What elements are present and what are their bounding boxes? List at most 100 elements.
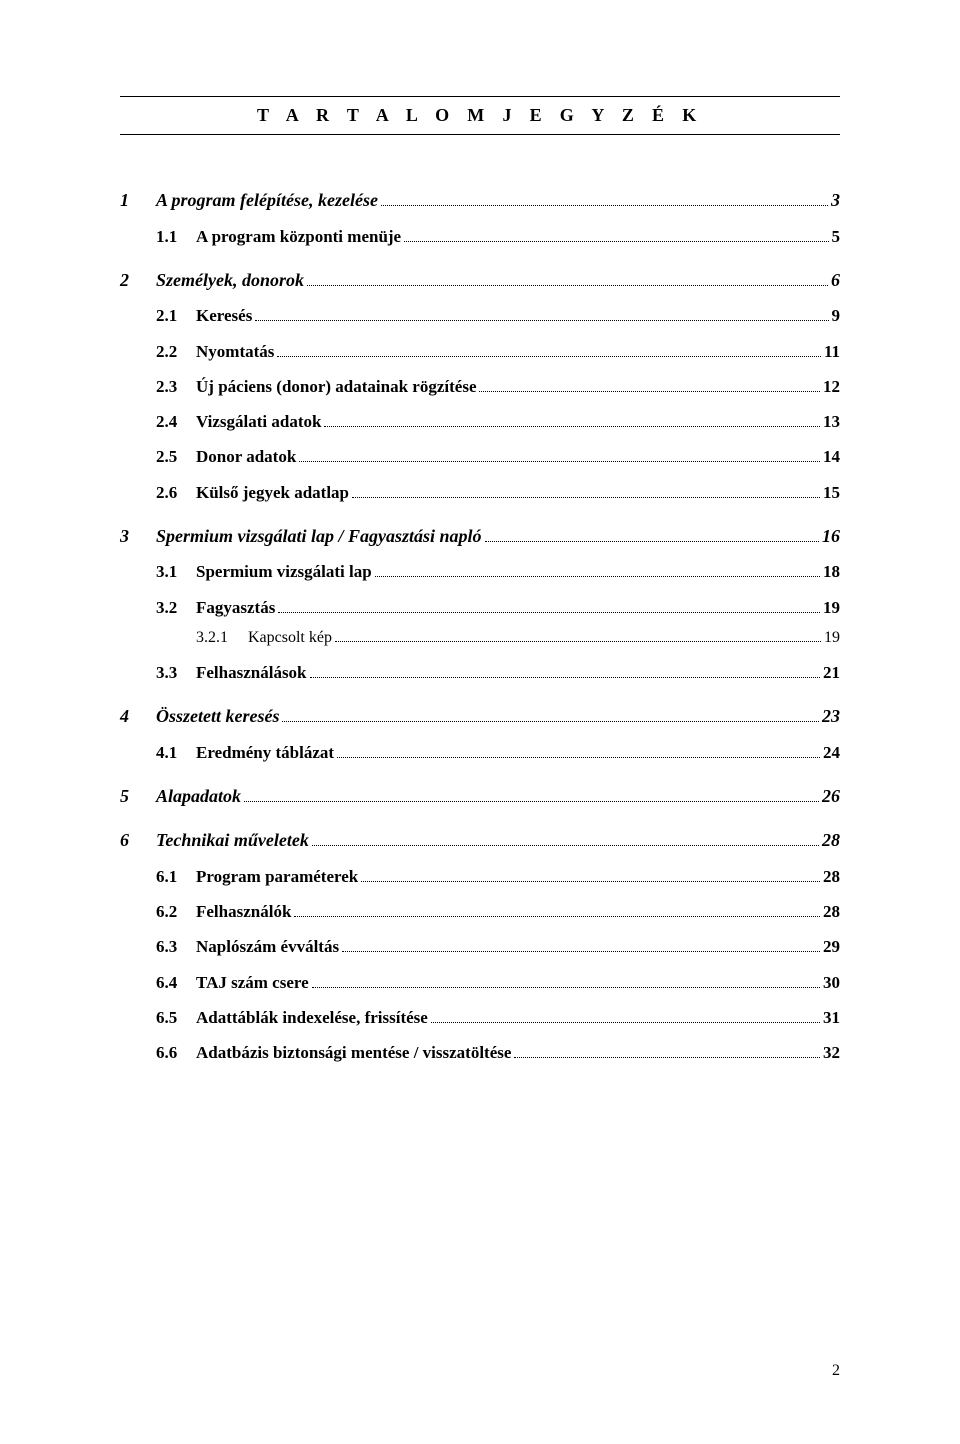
toc-entry-number: 3.2 <box>156 597 196 618</box>
toc-entry: 1A program felépítése, kezelése3 <box>120 189 840 212</box>
toc-entry-page: 24 <box>823 742 840 763</box>
toc-entry-label: Nyomtatás <box>196 341 274 362</box>
toc-entry-number: 4 <box>120 705 156 728</box>
toc-entry-label: Új páciens (donor) adatainak rögzítése <box>196 376 476 397</box>
toc-entry-label: Fagyasztás <box>196 597 275 618</box>
toc-leader-dots <box>277 343 821 357</box>
toc-entry: 4Összetett keresés23 <box>120 705 840 728</box>
toc-entry-number: 5 <box>120 785 156 808</box>
toc-entry-label: Program paraméterek <box>196 866 358 887</box>
toc-entry-page: 23 <box>822 705 840 728</box>
toc-entry-number: 3.1 <box>156 561 196 582</box>
toc-entry: 6.2Felhasználók28 <box>120 901 840 922</box>
toc-leader-dots <box>361 868 820 882</box>
toc-entry: 2.4Vizsgálati adatok 13 <box>120 411 840 432</box>
toc-entry-number: 1 <box>120 189 156 212</box>
toc-entry-number: 2.5 <box>156 446 196 467</box>
toc-entry-label: Felhasználók <box>196 901 291 922</box>
toc-entry-page: 13 <box>823 411 840 432</box>
toc-entry-label: Adatbázis biztonsági mentése / visszatöl… <box>196 1042 511 1063</box>
toc-entry-label: Spermium vizsgálati lap <box>196 561 372 582</box>
toc-entry-number: 1.1 <box>156 226 196 247</box>
toc-leader-dots <box>255 308 828 322</box>
toc-entry: 6.3Naplószám évváltás29 <box>120 936 840 957</box>
toc-entry-number: 2.6 <box>156 482 196 503</box>
toc-leader-dots <box>282 708 819 723</box>
toc-entry: 2.6Külső jegyek adatlap 15 <box>120 482 840 503</box>
toc-entry: 2.3Új páciens (donor) adatainak rögzítés… <box>120 376 840 397</box>
toc-leader-dots <box>352 484 820 498</box>
toc-entry-number: 2 <box>120 269 156 292</box>
toc-entry-number: 2.4 <box>156 411 196 432</box>
toc-leader-dots <box>342 939 820 953</box>
toc-leader-dots <box>278 599 820 613</box>
toc-entry-label: Naplószám évváltás <box>196 936 339 957</box>
toc-entry-number: 3 <box>120 525 156 548</box>
toc-entry-label: Felhasználások <box>196 662 307 683</box>
toc-leader-dots <box>335 629 821 642</box>
toc-entry-number: 2.2 <box>156 341 196 362</box>
toc-entry: 2.2Nyomtatás 11 <box>120 341 840 362</box>
toc-leader-dots <box>310 664 820 678</box>
toc-entry-page: 26 <box>822 785 840 808</box>
toc-entry-label: TAJ szám csere <box>196 972 309 993</box>
toc-leader-dots <box>375 564 820 578</box>
toc-entry-page: 30 <box>823 972 840 993</box>
toc-entry-label: Donor adatok <box>196 446 296 467</box>
toc-leader-dots <box>479 378 820 392</box>
toc-leader-dots <box>312 832 819 847</box>
page-title: T A R T A L O M J E G Y Z É K <box>120 103 840 128</box>
toc-entry: 2.1Keresés9 <box>120 305 840 326</box>
toc-entry-label: Eredmény táblázat <box>196 742 334 763</box>
toc-entry: 3Spermium vizsgálati lap / Fagyasztási n… <box>120 525 840 548</box>
toc-entry-label: Adattáblák indexelése, frissítése <box>196 1007 428 1028</box>
toc-entry-number: 4.1 <box>156 742 196 763</box>
toc-entry-page: 14 <box>823 446 840 467</box>
toc-entry-page: 28 <box>822 829 840 852</box>
toc-leader-dots <box>381 192 828 207</box>
header-rule-bottom <box>120 134 840 135</box>
toc-entry-number: 3.2.1 <box>196 628 248 648</box>
toc-entry-page: 5 <box>832 226 841 247</box>
toc-entry: 3.1Spermium vizsgálati lap18 <box>120 561 840 582</box>
toc-leader-dots <box>244 787 819 802</box>
toc-entry-label: Személyek, donorok <box>156 269 304 292</box>
toc-leader-dots <box>404 228 828 242</box>
toc-entry-label: Külső jegyek adatlap <box>196 482 349 503</box>
toc-entry-label: Spermium vizsgálati lap / Fagyasztási na… <box>156 525 482 548</box>
toc-entry: 3.3Felhasználások21 <box>120 662 840 683</box>
toc-entry-label: Vizsgálati adatok <box>196 411 321 432</box>
toc-entry: 2.5Donor adatok 14 <box>120 446 840 467</box>
toc-entry-page: 15 <box>823 482 840 503</box>
toc-entry-number: 6.2 <box>156 901 196 922</box>
toc-entry-label: Keresés <box>196 305 252 326</box>
toc-entry-page: 12 <box>823 376 840 397</box>
toc-leader-dots <box>431 1009 820 1023</box>
toc-entry-page: 28 <box>823 866 840 887</box>
toc-entry: 5Alapadatok 26 <box>120 785 840 808</box>
toc-leader-dots <box>299 449 820 463</box>
toc-leader-dots <box>337 744 820 758</box>
toc-leader-dots <box>485 527 819 542</box>
header-rule-top <box>120 96 840 97</box>
toc-entry: 6.5Adattáblák indexelése, frissítése31 <box>120 1007 840 1028</box>
toc-entry: 6Technikai műveletek28 <box>120 829 840 852</box>
toc-entry-page: 3 <box>831 189 840 212</box>
toc-entry-label: Alapadatok <box>156 785 241 808</box>
toc-entry-number: 6 <box>120 829 156 852</box>
toc-entry-number: 2.3 <box>156 376 196 397</box>
toc-entry-number: 6.6 <box>156 1042 196 1063</box>
toc-entry-page: 11 <box>824 341 840 362</box>
toc-entry: 3.2Fagyasztás19 <box>120 597 840 618</box>
toc-entry-label: A program központi menüje <box>196 226 401 247</box>
page-number: 2 <box>832 1362 840 1380</box>
toc-entry-page: 16 <box>822 525 840 548</box>
toc-entry: 2Személyek, donorok 6 <box>120 269 840 292</box>
toc-entry-page: 6 <box>831 269 840 292</box>
toc-entry: 3.2.1Kapcsolt kép19 <box>120 628 840 648</box>
toc-leader-dots <box>514 1044 820 1058</box>
toc-leader-dots <box>324 413 820 427</box>
toc-entry: 6.6Adatbázis biztonsági mentése / vissza… <box>120 1042 840 1063</box>
toc-entry-page: 31 <box>823 1007 840 1028</box>
page-root: T A R T A L O M J E G Y Z É K 1A program… <box>0 0 960 1444</box>
